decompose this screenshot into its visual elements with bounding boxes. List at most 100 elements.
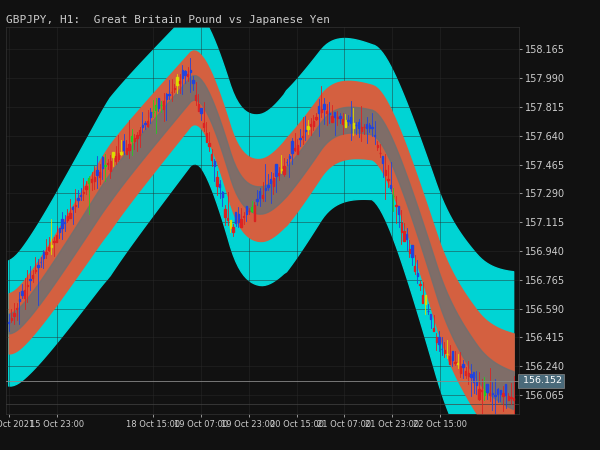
Bar	[83, 192, 84, 193]
Bar	[443, 350, 445, 353]
Bar	[511, 397, 512, 398]
Bar	[46, 252, 47, 254]
Bar	[91, 179, 92, 182]
Bar	[262, 194, 263, 198]
Bar	[281, 169, 282, 170]
Bar	[337, 117, 338, 118]
Bar	[56, 235, 58, 242]
Bar	[313, 121, 314, 126]
Bar	[214, 161, 215, 166]
Bar	[340, 116, 341, 118]
Bar	[358, 122, 359, 128]
Bar	[51, 245, 52, 247]
Bar	[11, 318, 12, 320]
Bar	[355, 125, 356, 126]
Bar	[224, 208, 226, 217]
Bar	[371, 126, 373, 128]
Bar	[80, 195, 82, 196]
Bar	[484, 391, 485, 396]
Bar	[390, 185, 391, 188]
Bar	[155, 105, 156, 110]
Bar	[283, 166, 284, 174]
Bar	[438, 338, 440, 344]
Bar	[16, 308, 17, 309]
Bar	[142, 125, 143, 127]
Bar	[198, 104, 199, 111]
Bar	[256, 199, 258, 201]
Bar	[238, 215, 239, 222]
Bar	[502, 393, 503, 396]
Bar	[350, 117, 352, 122]
Bar	[267, 185, 269, 187]
Bar	[491, 393, 493, 394]
Bar	[310, 124, 311, 126]
Bar	[318, 106, 319, 113]
Bar	[94, 177, 95, 181]
Text: 156.152: 156.152	[520, 376, 562, 385]
Bar	[27, 285, 28, 286]
Bar	[184, 71, 185, 75]
Bar	[401, 223, 402, 232]
Bar	[419, 284, 421, 285]
Bar	[243, 216, 244, 217]
Bar	[289, 156, 290, 158]
Bar	[176, 77, 178, 85]
Bar	[200, 108, 202, 113]
Bar	[19, 299, 20, 301]
Bar	[452, 351, 453, 360]
Bar	[489, 393, 490, 395]
Bar	[486, 384, 488, 392]
Bar	[382, 156, 383, 163]
Bar	[272, 179, 274, 186]
Bar	[433, 328, 434, 331]
Bar	[24, 290, 25, 298]
Bar	[37, 266, 39, 267]
Bar	[173, 88, 175, 89]
Bar	[246, 206, 247, 214]
Bar	[222, 192, 223, 197]
Bar	[241, 219, 242, 227]
Bar	[131, 136, 132, 141]
Bar	[8, 322, 10, 324]
Bar	[64, 222, 65, 223]
Bar	[193, 80, 194, 83]
Bar	[436, 337, 437, 342]
Bar	[72, 207, 73, 209]
Bar	[374, 135, 376, 136]
Bar	[470, 374, 472, 377]
Bar	[53, 241, 55, 242]
Bar	[85, 186, 87, 189]
Bar	[342, 119, 343, 124]
Bar	[315, 117, 317, 119]
Bar	[460, 365, 461, 373]
Bar	[70, 213, 71, 218]
Bar	[158, 98, 159, 108]
Bar	[75, 205, 76, 206]
Bar	[353, 123, 354, 128]
Bar	[206, 132, 207, 142]
Bar	[494, 395, 496, 396]
Bar	[128, 144, 130, 149]
Bar	[473, 372, 474, 382]
Bar	[500, 390, 501, 394]
Bar	[278, 172, 279, 176]
Text: GBPJPY, H1:  Great Britain Pound vs Japanese Yen: GBPJPY, H1: Great Britain Pound vs Japan…	[6, 15, 330, 25]
Bar	[227, 218, 229, 220]
Bar	[67, 216, 68, 220]
Bar	[40, 261, 41, 262]
Bar	[104, 165, 106, 166]
Bar	[171, 91, 172, 92]
Bar	[388, 179, 389, 180]
Bar	[406, 234, 407, 239]
Bar	[88, 178, 89, 183]
Bar	[481, 391, 482, 392]
Bar	[248, 211, 250, 212]
Bar	[334, 112, 335, 117]
Bar	[232, 227, 234, 232]
Bar	[296, 144, 298, 154]
Bar	[29, 279, 31, 280]
Bar	[302, 135, 303, 137]
Bar	[125, 148, 127, 153]
Bar	[59, 228, 60, 232]
Bar	[329, 113, 330, 114]
